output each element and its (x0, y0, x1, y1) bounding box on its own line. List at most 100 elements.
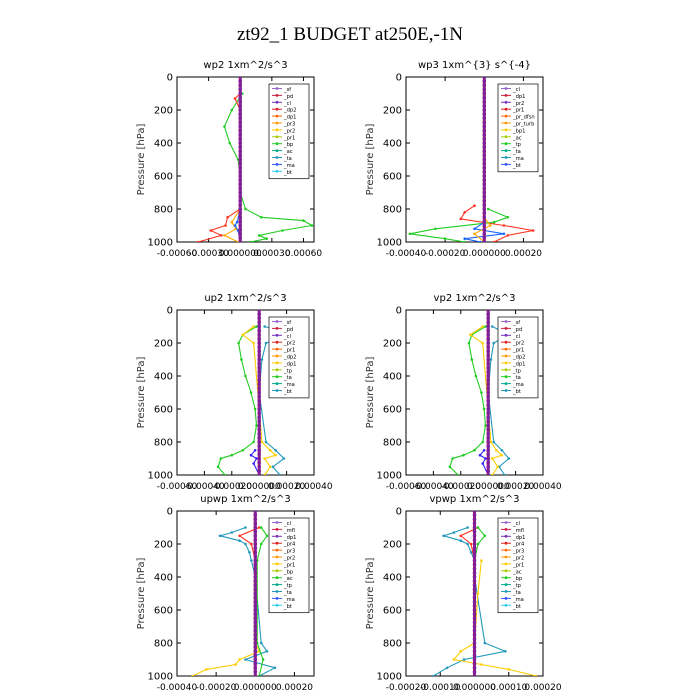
data-point (462, 453, 465, 457)
data-point (268, 465, 272, 469)
data-point (486, 448, 491, 453)
data-point (463, 240, 466, 242)
data-point (445, 666, 449, 670)
x-tick-label: -0.00060 (157, 482, 198, 492)
data-point (484, 424, 487, 427)
data-point (480, 391, 483, 394)
data-point (252, 440, 255, 444)
data-point (472, 649, 477, 654)
legend-entry: _tp (283, 368, 293, 374)
legend-entry: _cl (283, 521, 291, 527)
series-line-tp (433, 526, 508, 676)
legend-marker (504, 347, 508, 351)
data-point (238, 539, 241, 542)
data-point (253, 645, 258, 649)
x-tick-label: -0.00060 (157, 249, 198, 259)
data-point (482, 166, 487, 170)
data-point (238, 232, 243, 236)
data-point (257, 394, 262, 399)
legend-entry: _pr_dfsn (512, 115, 535, 121)
data-point (486, 366, 491, 370)
plot-frame (176, 510, 315, 677)
x-tick-label: 0.00020 (524, 683, 561, 693)
data-point (253, 449, 257, 452)
data-point (486, 460, 491, 465)
data-point (482, 236, 487, 240)
data-point (253, 583, 258, 588)
data-point (264, 341, 268, 345)
legend-entry: _cl (512, 334, 520, 340)
x-tick-label: 0.000000 (234, 683, 277, 693)
legend-entry: _dp1 (512, 94, 525, 100)
data-point (238, 79, 243, 83)
data-point (257, 427, 262, 432)
data-point (216, 465, 220, 469)
legend-marker (275, 135, 279, 139)
data-point (257, 374, 262, 378)
legend-box (268, 83, 310, 180)
legend-marker (504, 87, 508, 90)
data-point (486, 427, 491, 432)
data-point (472, 661, 477, 666)
data-point (253, 641, 258, 645)
data-point (241, 333, 245, 337)
data-point (259, 526, 263, 529)
data-point (482, 77, 487, 79)
data-point (482, 83, 487, 88)
data-point (238, 215, 243, 220)
data-point (261, 658, 265, 661)
legend-marker (275, 100, 279, 104)
data-point (482, 227, 487, 232)
chart-panel-6: vpwp 1xm^2/s^3 Pressure [hPa] 0 200 400 600 80… (365, 494, 562, 693)
data-point (482, 194, 487, 199)
data-point (472, 558, 477, 563)
data-point (472, 534, 477, 538)
legend-marker (504, 528, 508, 531)
data-point (486, 469, 491, 473)
data-point (253, 620, 258, 625)
legend-marker (504, 114, 508, 118)
data-point (234, 663, 237, 666)
data-point (238, 95, 243, 100)
data-point (238, 174, 243, 178)
data-point (253, 649, 258, 654)
data-point (482, 104, 487, 108)
data-point (482, 178, 487, 182)
data-point (274, 449, 277, 452)
data-point (257, 674, 261, 676)
data-point (472, 600, 477, 604)
data-point (238, 182, 243, 187)
x-tick-label: 0.00040 (524, 482, 561, 492)
data-point (472, 637, 477, 641)
data-point (253, 525, 258, 530)
legend-marker (275, 354, 279, 358)
data-point (257, 526, 261, 529)
data-point (472, 595, 477, 600)
legend-marker (275, 528, 279, 531)
data-point (257, 324, 262, 329)
legend-marker (275, 169, 279, 173)
data-point (486, 415, 491, 420)
data-point (271, 465, 275, 469)
data-point (238, 203, 243, 207)
y-tick-label: 200 (383, 540, 402, 551)
x-tick-label: 0.00020 (276, 683, 313, 693)
chart-panels: wp2 1xm^2/s^3 Pressure [hPa] 0 200 400 600 800… (136, 60, 562, 693)
legend-entry: _pd (283, 94, 293, 100)
data-point (481, 462, 485, 465)
data-point (482, 133, 487, 137)
data-point (472, 591, 477, 596)
data-point (472, 513, 477, 517)
legend-marker (275, 590, 279, 593)
data-point (265, 237, 268, 240)
data-point (482, 203, 487, 207)
data-point (218, 534, 222, 538)
panel-title: up2 1xm^2/s^3 (204, 293, 286, 304)
data-point (486, 328, 491, 333)
data-point (259, 542, 263, 546)
data-point (504, 650, 507, 653)
data-point (503, 473, 506, 475)
data-point (238, 240, 243, 242)
data-point (249, 453, 253, 457)
data-point (238, 211, 243, 215)
